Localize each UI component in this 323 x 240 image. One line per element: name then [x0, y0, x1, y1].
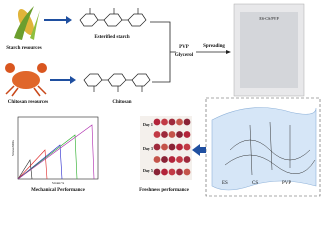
apple [183, 131, 191, 138]
legend-label: PVP [282, 181, 291, 186]
arrow-head [70, 76, 76, 84]
apple [161, 118, 168, 126]
apple [153, 118, 161, 126]
apple [161, 168, 168, 176]
arrow-head [192, 144, 200, 156]
apple [176, 118, 183, 126]
axis-label: Strain/% [52, 181, 64, 185]
arrow [200, 147, 206, 153]
day-label: Day 5 [143, 168, 153, 173]
axis-label: Stress/MPa [11, 140, 15, 156]
apple [153, 143, 161, 151]
graphical-abstract: Starch resources Esterified starch Chito… [5, 3, 321, 197]
legend-label: CS [252, 181, 258, 186]
apple [183, 118, 191, 126]
label: Chitosan [112, 100, 131, 105]
apple [168, 131, 176, 138]
apple [153, 131, 161, 138]
label: PVP [179, 45, 189, 50]
corn-icon [14, 6, 40, 40]
apple [176, 156, 183, 163]
bracket [150, 21, 176, 83]
caption: Freshness performance [139, 188, 190, 193]
label: Glycerol [175, 53, 194, 58]
apple [168, 168, 176, 176]
apple [161, 131, 168, 138]
label: Spreading [203, 44, 225, 49]
crab-icon [5, 63, 47, 97]
apple-grid [140, 116, 192, 180]
chitosan-structure [83, 73, 151, 92]
apple [161, 143, 168, 151]
film [240, 12, 298, 88]
label: Esterified starch [94, 35, 130, 40]
apple [176, 131, 183, 138]
day-label: Day 3 [143, 146, 153, 151]
arrow-head [66, 16, 72, 24]
day-label: Day 1 [143, 122, 153, 127]
legend-label: ES [222, 181, 228, 186]
apple [153, 168, 161, 176]
apple [168, 143, 176, 151]
apple [153, 156, 161, 163]
apple [183, 143, 191, 151]
wave [211, 107, 317, 191]
apple [168, 156, 176, 163]
arrow-head [226, 50, 231, 54]
apple [176, 168, 183, 176]
starch-structure [79, 8, 147, 27]
label: Starch resources [6, 46, 41, 51]
apple [176, 143, 183, 151]
apple [168, 118, 176, 126]
apple [183, 168, 191, 176]
label: Chitosan resources [8, 100, 49, 105]
apple [183, 156, 191, 163]
apple [161, 156, 168, 163]
caption: Mechanical Performance [31, 188, 86, 193]
curves [17, 124, 95, 180]
molecular-chains [224, 121, 316, 176]
film-label: ES-CS/PVP [259, 16, 279, 21]
